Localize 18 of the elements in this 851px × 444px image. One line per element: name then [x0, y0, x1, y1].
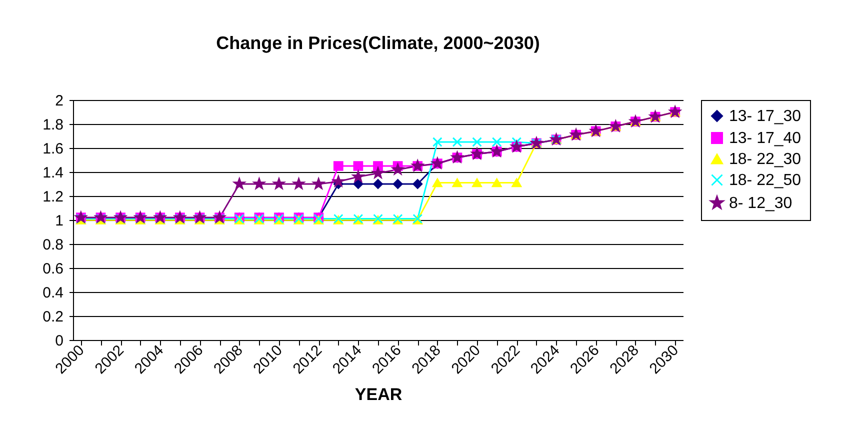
y-tick-label: 0.8 [42, 236, 64, 254]
legend-label: 13- 17_30 [729, 108, 802, 125]
y-tick-label: 2 [55, 92, 64, 110]
y-tick-label: 0.2 [42, 308, 64, 326]
legend-label: 18- 22_30 [729, 151, 802, 168]
y-tick-label: 1.2 [42, 188, 64, 206]
y-tick-label: 0.6 [42, 260, 64, 278]
legend-label: 18- 22_50 [729, 172, 802, 189]
y-tick-label: 0.4 [42, 284, 64, 302]
y-tick-label: 1 [55, 212, 64, 230]
y-tick-label: 1.4 [42, 164, 64, 182]
y-tick-label: 1.8 [42, 116, 64, 134]
chart-title: Change in Prices(Climate, 2000~2030) [216, 33, 540, 53]
y-tick-label: 0 [55, 332, 64, 350]
legend-label: 13- 17_40 [729, 130, 802, 147]
legend-label: 8- 12_30 [729, 195, 792, 212]
x-axis-title: YEAR [354, 384, 402, 404]
y-tick-label: 1.6 [42, 140, 64, 158]
